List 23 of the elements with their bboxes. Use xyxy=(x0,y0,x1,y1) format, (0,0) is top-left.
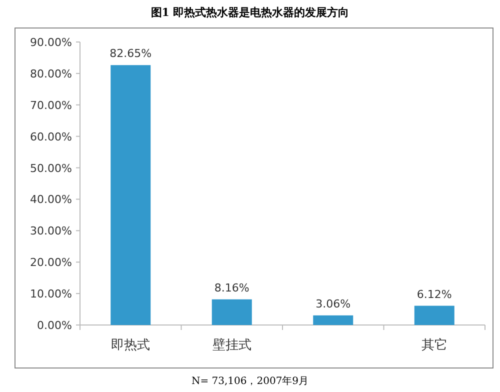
x-tick-label: 即热式 xyxy=(111,338,150,353)
y-tick-label: 0.00% xyxy=(37,319,72,332)
y-tick-label: 50.00% xyxy=(30,162,72,175)
chart-title: 图1 即热式热水器是电热水器的发展方向 xyxy=(150,6,350,19)
y-tick-label: 70.00% xyxy=(30,98,72,112)
x-tick-label: 其它 xyxy=(421,337,448,353)
y-tick-label: 20.00% xyxy=(30,256,72,270)
bar xyxy=(212,299,252,325)
y-tick-label: 60.00% xyxy=(30,130,72,144)
data-label: 6.12% xyxy=(416,288,452,301)
y-tick-label: 40.00% xyxy=(30,193,72,206)
data-label: 82.65% xyxy=(110,47,152,60)
text: N= 73,106，2007年9月 xyxy=(191,375,309,387)
data-label: 3.06% xyxy=(316,297,351,310)
y-tick-label: 90.00% xyxy=(30,36,72,49)
x-tick-label: 壁挂式 xyxy=(212,338,252,353)
bar xyxy=(313,315,354,325)
bar xyxy=(414,306,454,325)
bar xyxy=(110,65,151,325)
data-label: 8.16% xyxy=(214,281,250,294)
y-tick-label: 10.00% xyxy=(30,288,72,301)
y-tick-label: 30.00% xyxy=(30,224,72,238)
y-tick-label: 80.00% xyxy=(30,67,72,80)
